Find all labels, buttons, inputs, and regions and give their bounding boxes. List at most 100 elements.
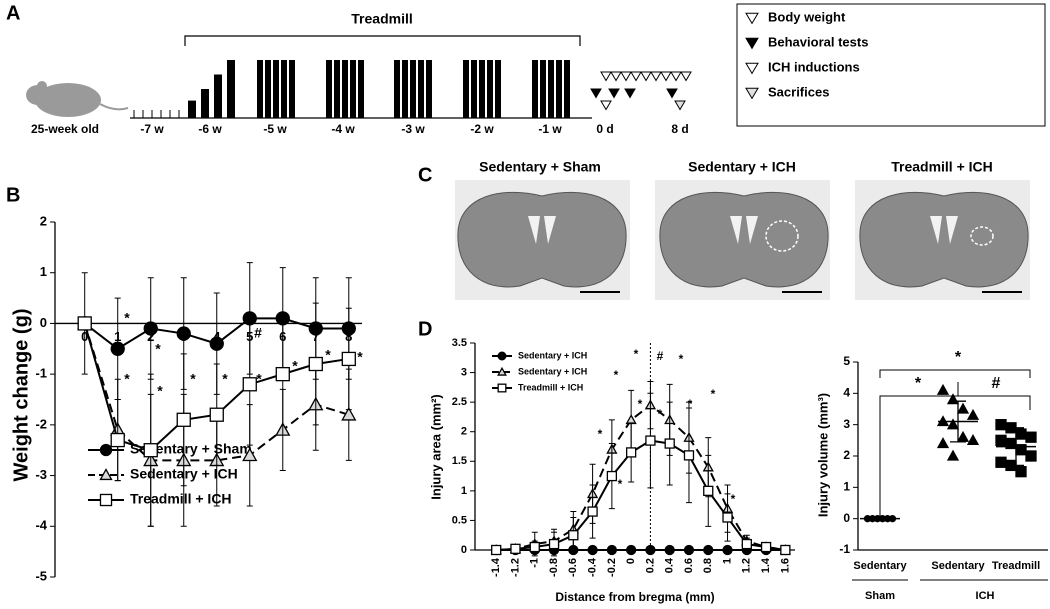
treadmill-bracket	[184, 35, 581, 46]
exercise-bar	[214, 74, 222, 118]
point	[1025, 431, 1037, 443]
y-tick-label: 2	[40, 213, 47, 228]
annotation: *	[598, 427, 603, 441]
point	[510, 543, 521, 554]
series-line	[496, 403, 786, 551]
behavior-marker	[608, 88, 620, 99]
y-tick-label: 1	[461, 485, 467, 497]
panel-label: B	[6, 184, 20, 206]
y-tick-label: 1	[40, 264, 47, 279]
exercise-bar	[358, 60, 364, 118]
point	[99, 443, 113, 457]
body-weight-marker	[680, 71, 692, 82]
point	[703, 485, 714, 497]
annotation: *	[124, 371, 130, 387]
x-tick-label: 0.8	[702, 558, 714, 573]
legend-label: Behavioral tests	[768, 34, 868, 49]
point	[99, 493, 113, 507]
legend-label: Body weight	[768, 9, 846, 24]
ventricle	[930, 216, 958, 244]
y-tick-label: -4	[35, 518, 47, 533]
body-weight-marker	[620, 71, 632, 82]
y-tick-label: 0.5	[452, 514, 467, 526]
y-tick-label: 2.5	[452, 396, 467, 408]
exercise-bar	[487, 60, 493, 118]
point	[491, 544, 502, 556]
exercise-bar	[257, 60, 263, 118]
image-title: Sedentary + Sham	[479, 159, 601, 175]
x-tick-label: -0.8	[548, 558, 560, 577]
y-tick-label: -1	[35, 366, 47, 381]
exercise-bar	[548, 60, 554, 118]
x-tick-label: 1.6	[779, 558, 791, 573]
annotation: *	[618, 477, 623, 491]
lesion	[970, 226, 994, 246]
exercise-bar	[227, 60, 235, 118]
exercise-bar	[201, 89, 209, 118]
exercise-bar	[426, 60, 432, 118]
y-tick-label: 0	[843, 511, 850, 525]
point	[143, 443, 158, 458]
y-tick-label: 0	[461, 544, 467, 556]
y-tick-label: 1.5	[452, 455, 467, 467]
y-tick-label: -5	[35, 568, 47, 583]
point	[110, 432, 125, 448]
point	[645, 435, 656, 446]
annotation: *	[124, 310, 130, 326]
exercise-bar	[564, 60, 570, 118]
point	[242, 311, 257, 326]
exercise-bar	[342, 60, 348, 118]
point	[625, 414, 637, 425]
annotation: *	[222, 371, 228, 387]
point	[703, 544, 714, 556]
point	[995, 456, 1007, 468]
group-label: ICH	[976, 590, 995, 602]
annotation: *	[357, 349, 363, 365]
point	[242, 377, 257, 392]
annotation: *	[955, 349, 962, 366]
annotation: *	[157, 383, 163, 399]
exercise-bar	[479, 60, 485, 118]
annotation: *	[614, 368, 619, 382]
exercise-bar	[273, 60, 279, 118]
point	[1015, 444, 1027, 456]
y-axis-label: Injury volume (mm³)	[815, 393, 830, 517]
point	[1005, 459, 1017, 472]
point	[529, 541, 540, 553]
point	[645, 544, 656, 556]
annotation: *	[292, 358, 298, 374]
x-tick-label: -1.2	[509, 558, 521, 577]
annotation: *	[634, 347, 639, 361]
point	[209, 336, 224, 351]
annotation: *	[711, 387, 716, 401]
annotation: *	[658, 407, 663, 421]
day-label: 0 d	[596, 122, 613, 136]
point	[664, 438, 675, 449]
point	[587, 544, 598, 556]
x-tick-label: -0.6	[567, 558, 579, 577]
exercise-bar	[265, 60, 271, 118]
x-tick-label: 0	[625, 558, 637, 564]
point	[308, 356, 323, 372]
behavior-marker	[666, 88, 678, 99]
y-tick-label: -1	[839, 542, 850, 556]
exercise-bar	[350, 60, 356, 118]
exercise-bar	[418, 60, 424, 118]
brain-slice	[659, 191, 829, 288]
point	[995, 434, 1007, 446]
annotation: #	[657, 349, 664, 363]
y-tick-label: 0	[40, 315, 47, 330]
brain-slice	[457, 191, 627, 288]
point	[77, 316, 92, 331]
legend-label: Sedentary + ICH	[518, 350, 587, 360]
legend-marker	[745, 62, 759, 75]
point	[1025, 450, 1037, 462]
exercise-bar	[281, 60, 287, 118]
body-weight-marker	[600, 71, 612, 82]
point	[341, 406, 357, 421]
annotation: *	[638, 397, 643, 411]
point	[176, 326, 191, 341]
week-label: -1 w	[538, 122, 562, 136]
point	[548, 538, 560, 550]
